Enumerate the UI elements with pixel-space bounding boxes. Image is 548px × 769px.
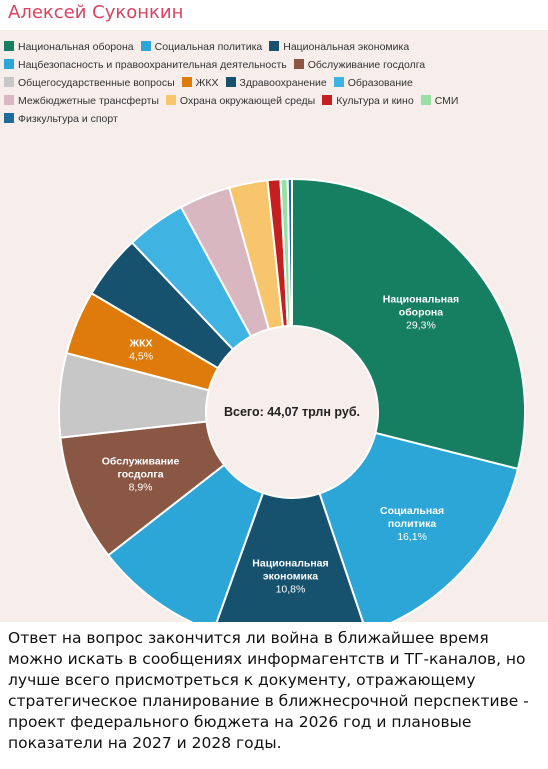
pie-slice — [291, 177, 526, 471]
legend-swatch — [140, 41, 151, 51]
legend-swatch — [293, 59, 304, 69]
legend-item: СМИ — [420, 92, 459, 110]
legend-label: Здравоохранение — [239, 77, 327, 89]
legend-item: Общегосударственные вопросы — [4, 74, 175, 92]
legend-label: СМИ — [434, 95, 459, 107]
legend-label: Образование — [347, 77, 413, 89]
legend-swatch — [420, 95, 431, 105]
legend-label: Национальная оборона — [18, 41, 134, 53]
slice-label: ЖКХ 4,5% — [129, 338, 153, 363]
legend-item: Обслуживание госдолга — [293, 56, 426, 74]
legend-label: Национальная экономика — [283, 41, 410, 53]
legend-swatch — [4, 41, 14, 51]
pie-slice — [286, 177, 293, 328]
legend-label: Обслуживание госдолга — [307, 59, 426, 71]
legend-item: Социальная политика — [140, 38, 263, 56]
legend-item: Физкультура и спорт — [4, 110, 118, 128]
legend-item: Национальная оборона — [4, 38, 134, 56]
center-label: Всего: 44,07 трлн руб. — [224, 405, 360, 419]
slice-label: Национальная экономика 10,8% — [252, 557, 328, 595]
slice-label: Национальная оборона 29,3% — [383, 293, 459, 331]
pie-slice — [318, 431, 520, 622]
legend-swatch — [4, 113, 14, 123]
legend-swatch — [225, 77, 236, 87]
legend-swatch — [4, 59, 14, 69]
legend-label: Физкультура и спорт — [18, 113, 118, 125]
slice-label: Социальная политика 16,1% — [380, 505, 444, 543]
donut-chart: Национальная оборона 29,3% Социальная полити… — [58, 177, 526, 622]
legend-swatch — [4, 77, 14, 87]
legend-item: Нацбезопасность и правоохранительная дея… — [4, 56, 287, 74]
legend-swatch — [333, 77, 344, 87]
legend-item: ЖКХ — [181, 74, 219, 92]
legend-label: Культура и кино — [336, 95, 414, 107]
legend-item: Культура и кино — [322, 92, 414, 110]
legend-swatch — [4, 95, 14, 105]
legend-swatch — [269, 41, 280, 51]
legend-swatch — [181, 77, 192, 87]
legend-label: Социальная политика — [154, 41, 263, 53]
pie-slice — [215, 491, 364, 622]
legend-swatch — [322, 95, 333, 105]
legend-label: Общегосударственные вопросы — [18, 77, 175, 89]
legend-item: Охрана окружающей среды — [165, 92, 316, 110]
legend-item: Межбюджетные трансферты — [4, 92, 159, 110]
legend-item: Образование — [333, 74, 413, 92]
legend-label: ЖКХ — [195, 77, 219, 89]
legend-item: Национальная экономика — [269, 38, 409, 56]
slice-label: Обслуживание госдолга 8,9% — [102, 456, 180, 494]
legend-label: Охрана окружающей среды — [179, 95, 316, 107]
post-caption: Ответ на вопрос закончится ли война в бл… — [8, 629, 529, 752]
legend-item: Здравоохранение — [225, 74, 327, 92]
post-author[interactable]: Алексей Суконкин — [8, 2, 184, 23]
legend-label: Межбюджетные трансферты — [18, 95, 159, 107]
chart-legend: Национальная оборона Социальная политика Н… — [4, 38, 544, 128]
chart-card: Национальная оборона Социальная политика Н… — [0, 30, 548, 622]
legend-label: Нацбезопасность и правоохранительная дея… — [18, 59, 287, 71]
legend-swatch — [165, 95, 176, 105]
